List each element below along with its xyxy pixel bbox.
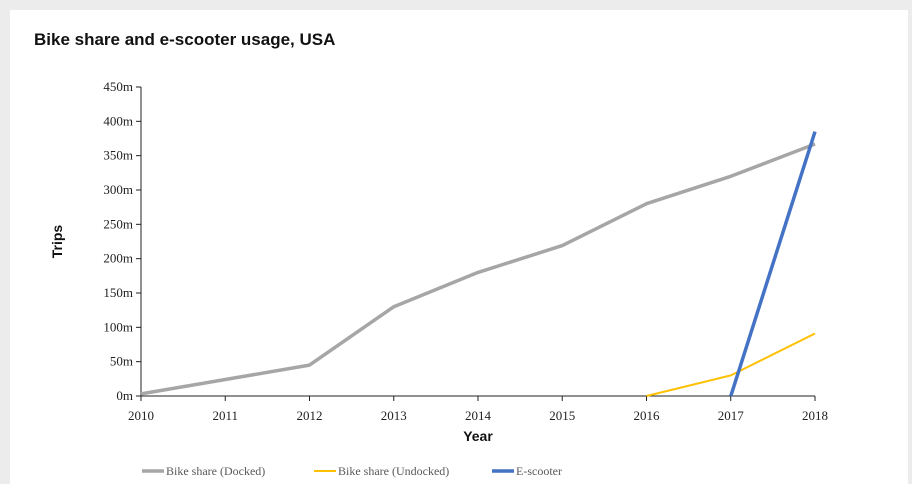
- chart-card: Bike share and e-scooter usage, USA 0m 50…: [10, 10, 908, 484]
- series-line-bike-share-docked: [140, 142, 816, 396]
- y-tick-label: 50m: [110, 354, 133, 369]
- chart-axes: 0m 50m 100m 150m 200m 250m 300m 350m 400m 450m 201…: [103, 79, 828, 423]
- y-tick-label: 250m: [103, 216, 133, 231]
- series-line-e-scooter: [729, 131, 817, 397]
- x-tick-label: 2017: [718, 408, 745, 423]
- series-layer: [140, 131, 817, 397]
- x-tick-label: 2013: [381, 408, 407, 423]
- y-tick-label: 150m: [103, 285, 133, 300]
- y-tick-label: 100m: [103, 319, 133, 334]
- x-tick-label: 2018: [802, 408, 828, 423]
- y-tick-label: 400m: [103, 113, 133, 128]
- x-tick-label: 2011: [212, 408, 238, 423]
- x-axis-title: Year: [463, 428, 493, 444]
- legend-label-bike-share-undocked: Bike share (Undocked): [338, 464, 449, 478]
- line-chart: 0m 50m 100m 150m 200m 250m 300m 350m 400m 450m 201…: [49, 79, 828, 478]
- x-tick-label: 2010: [128, 408, 154, 423]
- y-tick-label: 450m: [103, 79, 133, 94]
- x-tick-label: 2016: [634, 408, 661, 423]
- x-tick-label: 2015: [549, 408, 575, 423]
- y-tick-label: 300m: [103, 182, 133, 197]
- x-tick-label: 2012: [297, 408, 323, 423]
- x-tick-label: 2014: [465, 408, 492, 423]
- y-tick-label: 200m: [103, 251, 133, 266]
- y-axis-title: Trips: [49, 225, 65, 259]
- chart-title: Bike share and e-scooter usage, USA: [34, 30, 336, 49]
- chart-legend: Bike share (Docked) Bike share (Undocked)…: [142, 464, 562, 478]
- legend-label-e-scooter: E-scooter: [516, 464, 562, 478]
- series-line-bike-share-undocked: [646, 332, 816, 397]
- y-tick-label: 0m: [116, 388, 133, 403]
- y-tick-label: 350m: [103, 148, 133, 163]
- legend-label-bike-share-docked: Bike share (Docked): [166, 464, 265, 478]
